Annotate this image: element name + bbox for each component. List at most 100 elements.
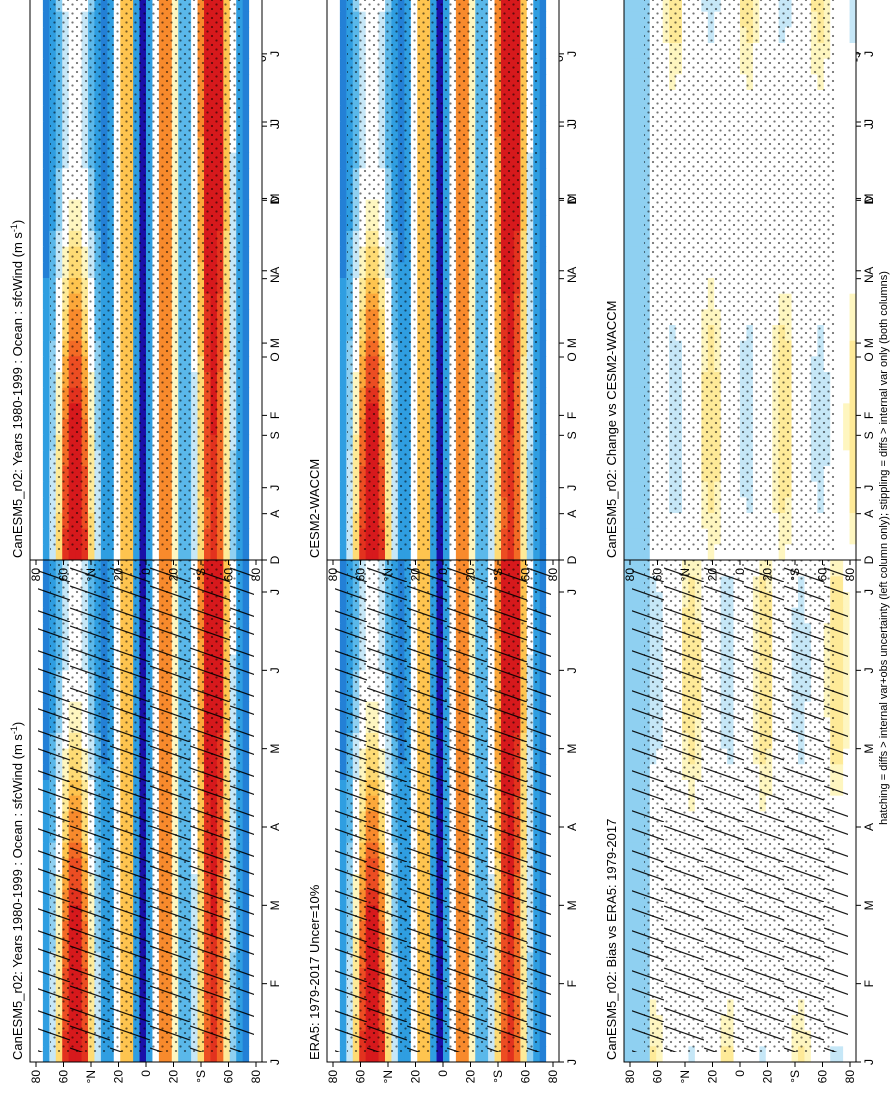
field-cell (30, 277, 38, 294)
field-cell (255, 1045, 263, 1062)
x-tick-label: S (268, 431, 282, 439)
field-cell (242, 246, 250, 263)
field-cell (42, 105, 50, 122)
field-cell (242, 214, 250, 231)
y-tick-label: 20 (167, 1070, 181, 1084)
field-cell (327, 967, 335, 984)
x-tick-label: M (268, 338, 282, 348)
field-cell (327, 983, 335, 1000)
field-cell (36, 26, 44, 43)
field-cell (30, 136, 38, 153)
x-tick-label: M (268, 744, 282, 754)
field-cell (30, 967, 38, 984)
y-tick-label: 0 (139, 1070, 153, 1077)
field-cell (30, 481, 38, 498)
field-cell (327, 1030, 335, 1047)
field-cell (249, 230, 257, 247)
x-tick-label: A (268, 823, 282, 831)
field-cell (36, 543, 44, 560)
field-cell (36, 371, 44, 388)
field-cell (30, 324, 38, 341)
field-cell (30, 857, 38, 874)
field-cell (42, 371, 50, 388)
field-cell (242, 371, 250, 388)
field-cell (30, 496, 38, 513)
x-tick-label: J (268, 1059, 282, 1065)
field-cell (242, 434, 250, 451)
field-cell (30, 42, 38, 59)
title-superscript: -1 (9, 224, 19, 232)
field-cell (42, 214, 50, 231)
field-cell (30, 214, 38, 231)
field-cell (42, 136, 50, 153)
field-cell (242, 543, 250, 560)
field-cell (242, 261, 250, 278)
field-cell (255, 967, 263, 984)
field-cell (242, 136, 250, 153)
field-cell (242, 512, 250, 529)
field-cell (42, 58, 50, 75)
field-cell (30, 951, 38, 968)
field-cell (42, 434, 50, 451)
field-cell (30, 591, 38, 608)
x-tick-label: F (268, 412, 282, 419)
field-cell (242, 481, 250, 498)
field-cell (36, 434, 44, 451)
field-cell (30, 105, 38, 122)
field-cell (42, 543, 50, 560)
field-cell (36, 183, 44, 200)
title-superscript: -1 (9, 726, 19, 734)
field-cell (30, 340, 38, 357)
field-cell (36, 418, 44, 435)
field-cell (249, 371, 257, 388)
field-cell (249, 387, 257, 404)
y-tick-label: 60 (57, 1070, 71, 1084)
field-cell (242, 402, 250, 419)
field-cell (255, 904, 263, 921)
field-cell (42, 199, 50, 216)
field-cell (30, 183, 38, 200)
field-cell (36, 481, 44, 498)
field-cell (30, 748, 38, 765)
field-cell (30, 889, 38, 906)
field-cell (36, 105, 44, 122)
field-cell (249, 340, 257, 357)
field-cell (249, 246, 257, 263)
field-cell (30, 826, 38, 843)
field-cell (30, 936, 38, 953)
field-cell (255, 998, 263, 1015)
field-cell (242, 152, 250, 169)
field-cell (327, 857, 335, 874)
x-tick-label: M (268, 900, 282, 910)
field-cell (36, 89, 44, 106)
y-tick-label: °S (194, 1070, 208, 1083)
y-tick-label: 20 (167, 568, 181, 582)
panel-canesm5-right: DJFMAMJJASONDJ8060°N20020°S6080CanESM5_r… (9, 0, 282, 581)
field-cell (36, 293, 44, 310)
field-cell (242, 73, 250, 90)
field-cell (249, 418, 257, 435)
field-cell (30, 638, 38, 655)
field-cell (30, 543, 38, 560)
field-cell (327, 1045, 335, 1062)
field-cell (249, 120, 257, 137)
field-cell (249, 481, 257, 498)
field-cell (249, 11, 257, 28)
field-cell (30, 11, 38, 28)
field-cell (36, 277, 44, 294)
field-cell (30, 873, 38, 890)
field-cell (30, 167, 38, 184)
field-cell (36, 402, 44, 419)
field-cell (36, 214, 44, 231)
field-cell (30, 434, 38, 451)
field-cell (36, 230, 44, 247)
field-cell (30, 308, 38, 325)
field-cell (242, 293, 250, 310)
field-cell (249, 261, 257, 278)
field-cell (36, 449, 44, 466)
field-cell (42, 449, 50, 466)
field-cell (249, 402, 257, 419)
field-cell (327, 873, 335, 890)
field-cell (242, 324, 250, 341)
